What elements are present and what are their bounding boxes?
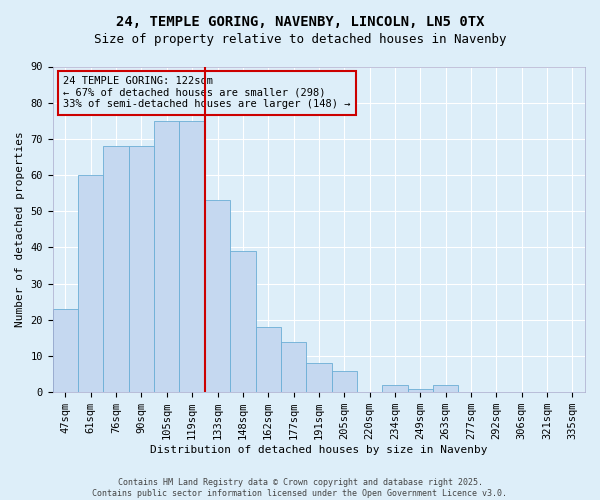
Bar <box>78 175 103 392</box>
Bar <box>230 251 256 392</box>
Text: Size of property relative to detached houses in Navenby: Size of property relative to detached ho… <box>94 32 506 46</box>
Bar <box>433 385 458 392</box>
Bar <box>179 121 205 392</box>
Bar <box>103 146 129 392</box>
Text: 24, TEMPLE GORING, NAVENBY, LINCOLN, LN5 0TX: 24, TEMPLE GORING, NAVENBY, LINCOLN, LN5… <box>116 15 484 29</box>
Bar <box>281 342 306 392</box>
Bar <box>256 327 281 392</box>
Bar <box>53 309 78 392</box>
X-axis label: Distribution of detached houses by size in Navenby: Distribution of detached houses by size … <box>150 445 488 455</box>
Bar <box>306 364 332 392</box>
Y-axis label: Number of detached properties: Number of detached properties <box>15 132 25 327</box>
Bar <box>154 121 179 392</box>
Bar <box>129 146 154 392</box>
Bar <box>382 385 407 392</box>
Bar <box>205 200 230 392</box>
Bar <box>332 370 357 392</box>
Text: 24 TEMPLE GORING: 122sqm
← 67% of detached houses are smaller (298)
33% of semi-: 24 TEMPLE GORING: 122sqm ← 67% of detach… <box>64 76 351 110</box>
Bar <box>407 388 433 392</box>
Text: Contains HM Land Registry data © Crown copyright and database right 2025.
Contai: Contains HM Land Registry data © Crown c… <box>92 478 508 498</box>
